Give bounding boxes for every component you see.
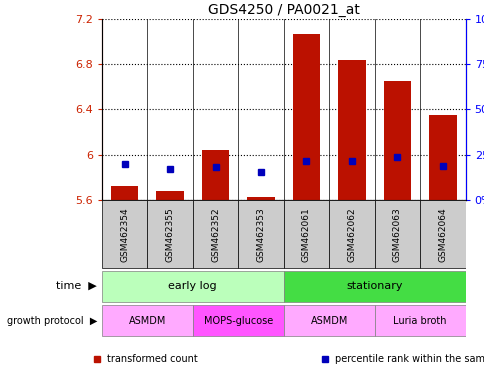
Text: GSM462355: GSM462355 [165,207,174,262]
Bar [374,200,419,268]
Bar [102,200,147,268]
Text: transformed count: transformed count [106,354,197,364]
Bar [201,150,228,200]
Bar [292,34,319,200]
Text: stationary: stationary [346,281,402,291]
Text: ASMDM: ASMDM [128,316,166,326]
Bar [156,191,183,200]
Text: GSM462063: GSM462063 [392,207,401,262]
Title: GDS4250 / PA0021_at: GDS4250 / PA0021_at [207,3,359,17]
Bar [419,200,465,268]
Text: GSM462062: GSM462062 [347,207,356,262]
Text: MOPS-glucose: MOPS-glucose [203,316,272,326]
Bar [283,271,465,302]
Text: time  ▶: time ▶ [56,281,97,291]
Bar [192,200,238,268]
Bar [102,271,283,302]
Bar [329,200,374,268]
Text: ASMDM: ASMDM [310,316,347,326]
Bar [428,115,455,200]
Text: early log: early log [168,281,217,291]
Bar [283,200,329,268]
Text: GSM462352: GSM462352 [211,207,220,262]
Text: GSM462354: GSM462354 [120,207,129,262]
Bar [238,200,283,268]
Bar [283,305,374,336]
Bar [147,200,192,268]
Bar [247,197,274,200]
Bar [102,305,192,336]
Text: growth protocol  ▶: growth protocol ▶ [7,316,97,326]
Bar [374,305,465,336]
Bar [383,81,410,200]
Bar [192,305,283,336]
Text: GSM462061: GSM462061 [302,207,310,262]
Text: GSM462353: GSM462353 [256,207,265,262]
Text: percentile rank within the sample: percentile rank within the sample [334,354,484,364]
Bar [111,186,138,200]
Bar [337,60,365,200]
Text: GSM462064: GSM462064 [438,207,446,262]
Text: Luria broth: Luria broth [393,316,446,326]
